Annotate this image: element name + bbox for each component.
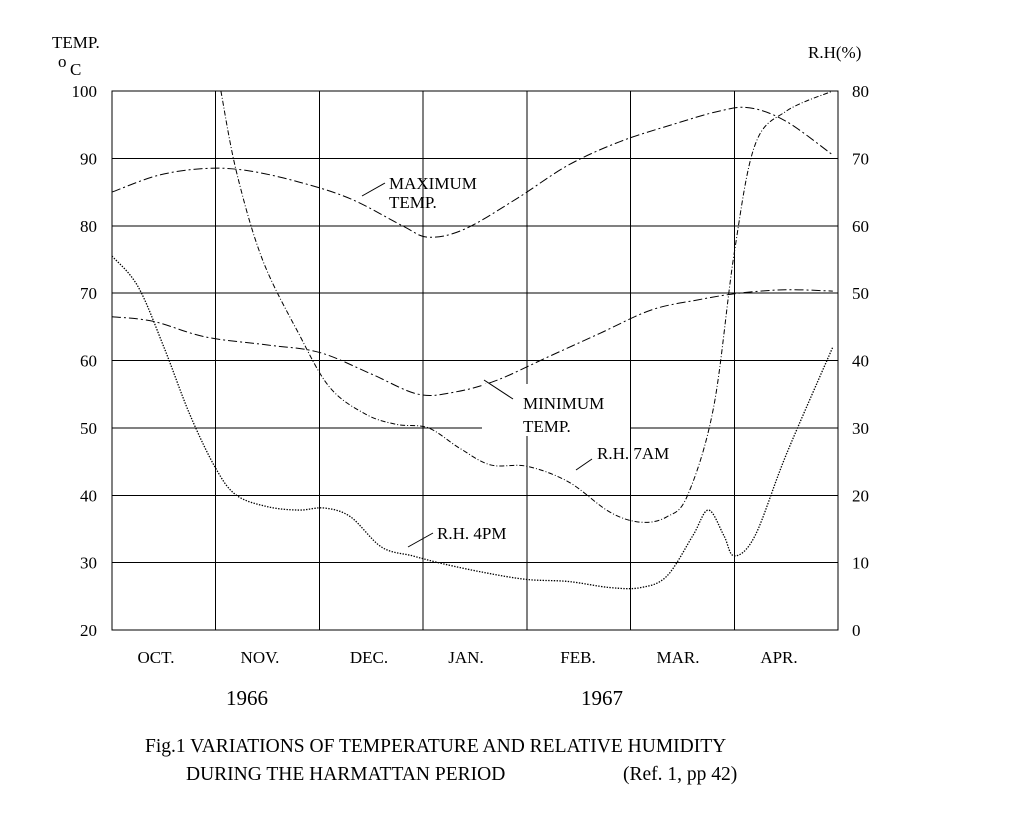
left-tick-label: 80 [80,217,97,236]
month-label: OCT. [138,648,175,667]
max-temp-label-line2: TEMP. [389,193,437,212]
right-tick-label: 0 [852,621,861,640]
right-axis-ticks: 80 70 60 50 40 30 20 10 0 [852,82,869,640]
rh-7am-line [220,90,834,523]
month-label: MAR. [657,648,700,667]
month-label: DEC. [350,648,388,667]
rh-4pm-line [111,255,834,590]
right-tick-label: 80 [852,82,869,101]
year-labels: 1966 1967 [226,686,623,710]
left-tick-label: 100 [72,82,98,101]
chart-subtitle: DURING THE HARMATTAN PERIOD [186,764,505,785]
grid [111,90,839,631]
left-tick-label: 50 [80,419,97,438]
right-tick-label: 70 [852,149,869,168]
month-labels: OCT. NOV. DEC. JAN. FEB. MAR. APR. [138,648,798,667]
rh-7am-label: R.H. 7AM [597,444,669,463]
rh-4pm-label: R.H. 4PM [437,524,506,543]
left-axis-ticks: 100 90 80 70 60 50 40 30 20 [72,82,98,640]
right-tick-label: 60 [852,217,869,236]
min-temp-leader [483,379,514,400]
right-tick-label: 50 [852,284,869,303]
left-tick-label: 40 [80,486,97,505]
left-axis-title: TEMP. [52,33,100,52]
right-tick-label: 30 [852,419,869,438]
month-label: JAN. [448,648,483,667]
minimum-temp-line [111,289,833,396]
month-label: NOV. [241,648,280,667]
chart-title: Fig.1 VARIATIONS OF TEMPERATURE AND RELA… [145,736,726,757]
left-axis-unit: C [70,60,81,79]
left-tick-label: 20 [80,621,97,640]
right-tick-label: 10 [852,554,869,573]
max-temp-label-line1: MAXIMUM [389,174,477,193]
rh-7am-leader [575,458,593,471]
min-temp-label-line1: MINIMUM [523,394,604,413]
year-label: 1967 [581,686,623,710]
right-axis-title: R.H(%) [808,43,861,62]
month-label: APR. [760,648,797,667]
max-temp-leader [361,182,386,197]
chart-reference: (Ref. 1, pp 42) [623,764,737,785]
right-tick-label: 20 [852,486,869,505]
min-temp-label-line2: TEMP. [523,417,571,436]
left-tick-label: 70 [80,284,97,303]
left-tick-label: 30 [80,554,97,573]
maximum-temp-line [111,106,834,238]
right-tick-label: 40 [852,352,869,371]
min-temp-label-bg [482,384,630,436]
month-label: FEB. [560,648,595,667]
left-tick-label: 90 [80,149,97,168]
series-lines [111,90,834,590]
left-tick-label: 60 [80,352,97,371]
rh-4pm-leader [407,532,434,548]
year-label: 1966 [226,686,268,710]
left-axis-degree: o [58,52,67,71]
